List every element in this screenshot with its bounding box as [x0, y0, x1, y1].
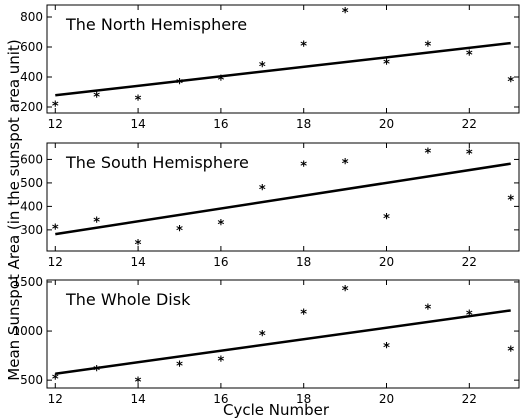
x-tick-label: 18: [296, 255, 311, 269]
chart-panel-1: 12 14 16 18 20 22 200 400 600 800 * * * * * * * * * * * * The …: [20, 4, 520, 131]
x-tick-label: 16: [213, 392, 228, 406]
data-point: *: [176, 359, 183, 374]
x-tick-label: 16: [213, 255, 228, 269]
data-point: *: [217, 218, 224, 233]
data-point: *: [300, 159, 307, 174]
y-tick-label: 600: [20, 152, 43, 166]
x-tick-label: 22: [462, 392, 477, 406]
x-tick-label: 20: [379, 255, 394, 269]
x-tick-label: 12: [48, 392, 63, 406]
plot-frame: [46, 142, 520, 252]
data-point: *: [176, 224, 183, 239]
data-point: *: [93, 91, 100, 106]
plot-frame: [46, 4, 520, 114]
y-tick-label: 1000: [12, 324, 43, 338]
data-point: *: [342, 157, 349, 172]
data-point: *: [176, 77, 183, 92]
chart-panel-2: 12 14 16 18 20 22 300 400 500 600 * * * * * * * * * * * * The …: [20, 142, 520, 269]
data-point: *: [135, 376, 142, 391]
x-tick-label: 14: [130, 255, 145, 269]
data-point: *: [466, 308, 473, 323]
fit-line: [55, 162, 511, 236]
data-point: *: [507, 193, 514, 208]
data-point: *: [259, 183, 266, 198]
y-tick-label: 800: [20, 10, 43, 24]
x-tick-label: 18: [296, 392, 311, 406]
plot-frame: [46, 279, 520, 389]
y-tick-label: 400: [20, 70, 43, 84]
data-point: *: [93, 216, 100, 231]
x-tick-label: 12: [48, 255, 63, 269]
x-tick-label: 16: [213, 117, 228, 131]
y-tick-label: 500: [20, 176, 43, 190]
data-point: *: [52, 223, 59, 238]
x-tick-label: 22: [462, 255, 477, 269]
data-point: *: [259, 329, 266, 344]
x-tick-label: 18: [296, 117, 311, 131]
data-point: *: [425, 40, 432, 55]
panel-title: The North Hemisphere: [65, 15, 247, 34]
y-tick-label: 400: [20, 199, 43, 213]
data-point: *: [300, 40, 307, 55]
data-point: *: [342, 284, 349, 299]
data-point: *: [466, 148, 473, 163]
x-tick-label: 12: [48, 117, 63, 131]
y-tick-label: 1500: [12, 275, 43, 289]
y-axis-label: Mean Sunspot Area (in the sunspot area u…: [5, 39, 23, 380]
fit-line: [55, 41, 511, 97]
data-point: *: [383, 58, 390, 73]
data-point: *: [342, 6, 349, 21]
x-tick-label: 20: [379, 117, 394, 131]
x-tick-label: 20: [379, 392, 394, 406]
x-axis-label: Cycle Number: [223, 401, 330, 419]
chart-panel-3: 12 14 16 18 20 22 500 1000 1500 * * * * * * * * * * * * The W…: [12, 275, 520, 406]
data-point: *: [300, 307, 307, 322]
x-tick-label: 14: [130, 392, 145, 406]
data-point: *: [135, 94, 142, 109]
data-point: *: [135, 238, 142, 253]
data-point: *: [425, 302, 432, 317]
data-point: *: [52, 373, 59, 388]
data-point: *: [466, 49, 473, 64]
x-tick-label: 22: [462, 117, 477, 131]
y-tick-label: 500: [20, 373, 43, 387]
data-point: *: [217, 355, 224, 370]
data-point: *: [93, 364, 100, 379]
data-point: *: [217, 73, 224, 88]
data-point: *: [259, 60, 266, 75]
panel-title: The South Hemisphere: [65, 153, 249, 172]
y-tick-label: 600: [20, 40, 43, 54]
fit-line: [55, 309, 511, 376]
y-tick-label: 300: [20, 223, 43, 237]
data-point: *: [425, 146, 432, 161]
data-point: *: [383, 341, 390, 356]
data-point: *: [507, 75, 514, 90]
y-tick-label: 200: [20, 100, 43, 114]
data-point: *: [383, 212, 390, 227]
panel-title: The Whole Disk: [65, 290, 191, 309]
data-point: *: [52, 100, 59, 115]
x-tick-label: 14: [130, 117, 145, 131]
data-point: *: [507, 345, 514, 360]
